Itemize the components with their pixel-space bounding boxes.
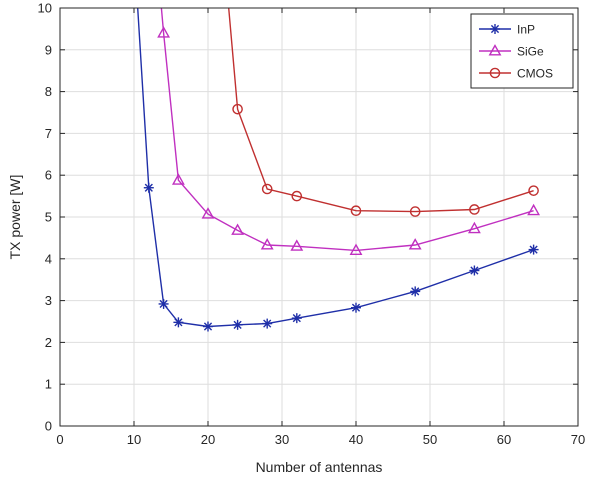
series-sige	[157, 7, 541, 255]
legend-entry-inp: InP	[479, 23, 535, 37]
y-tick-label: 8	[45, 84, 52, 99]
y-tick-label: 9	[45, 42, 52, 57]
data-point-sige	[171, 173, 185, 185]
data-point-cmos	[261, 183, 273, 195]
data-point-sige	[290, 239, 304, 251]
data-point-cmos	[528, 185, 539, 196]
legend-marker-inp	[490, 24, 500, 34]
data-point-inp	[528, 244, 539, 255]
legend-entry-cmos: CMOS	[479, 67, 553, 81]
series-group	[137, 7, 541, 332]
data-point-inp	[158, 298, 169, 309]
legend-label-inp: InP	[517, 23, 535, 37]
y-tick-label: 3	[45, 293, 52, 308]
series-cmos	[228, 7, 539, 217]
data-point-inp	[351, 302, 361, 313]
data-point-sige	[408, 238, 422, 250]
data-point-cmos	[469, 204, 480, 215]
legend-label-cmos: CMOS	[517, 67, 553, 81]
data-point-sige	[201, 207, 215, 219]
data-point-sige	[349, 243, 363, 255]
series-line-cmos	[228, 7, 534, 213]
data-point-inp	[469, 265, 480, 276]
y-tick-label: 1	[45, 377, 52, 392]
y-tick-label: 10	[38, 1, 52, 16]
data-point-inp	[203, 321, 213, 332]
series-inp	[137, 7, 539, 332]
x-tick-label: 70	[571, 432, 585, 447]
y-tick-label: 2	[45, 335, 52, 350]
x-tick-label: 50	[423, 432, 437, 447]
data-point-inp	[173, 317, 184, 328]
legend-entry-sige: SiGe	[479, 44, 544, 59]
data-point-cmos	[350, 205, 362, 217]
y-tick-label: 4	[45, 251, 52, 266]
y-tick-label: 7	[45, 126, 52, 141]
y-tick-label: 6	[45, 168, 52, 183]
x-axis-label: Number of antennas	[256, 459, 383, 475]
series-line-sige	[160, 7, 534, 252]
legend: InP SiGe CMOS	[470, 13, 574, 89]
x-tick-label: 10	[127, 432, 141, 447]
legend-label-sige: SiGe	[517, 45, 544, 59]
data-point-inp	[232, 319, 243, 330]
y-axis-label: TX power [W]	[7, 175, 23, 260]
data-point-cmos	[232, 103, 243, 115]
data-point-inp	[291, 313, 302, 324]
x-tick-label: 60	[497, 432, 511, 447]
legend-marker-sige	[488, 44, 502, 56]
x-tick-label: 0	[56, 432, 63, 447]
y-tick-label: 5	[45, 210, 52, 225]
x-tick-label: 30	[275, 432, 289, 447]
y-tick-label: 0	[45, 419, 52, 434]
x-tick-label: 20	[201, 432, 215, 447]
data-point-inp	[262, 318, 273, 329]
ticks: 0 10 20 30 40 50 60 70 0 1 2 3 4 5 6 7 8 9 10	[38, 1, 586, 448]
data-point-sige	[231, 223, 245, 235]
data-point-cmos	[409, 206, 421, 217]
data-point-inp	[410, 286, 421, 297]
data-point-sige	[260, 238, 274, 250]
data-point-sige	[467, 221, 481, 234]
data-point-sige	[527, 203, 541, 216]
data-point-sige	[157, 26, 171, 38]
x-tick-label: 40	[349, 432, 363, 447]
series-line-inp	[137, 7, 534, 328]
data-point-cmos	[291, 190, 303, 202]
data-point-inp	[143, 182, 154, 193]
legend-marker-cmos	[489, 67, 501, 79]
